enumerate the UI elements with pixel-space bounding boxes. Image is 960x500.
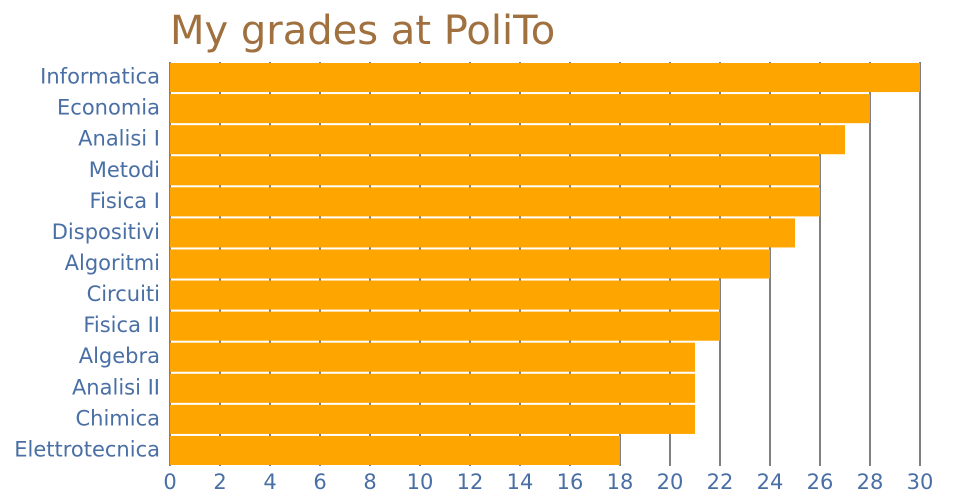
x-tick-label: 16 bbox=[557, 470, 584, 494]
x-tick-label: 24 bbox=[757, 470, 784, 494]
x-tick-label: 4 bbox=[263, 470, 276, 494]
x-tick-label: 26 bbox=[807, 470, 834, 494]
x-tick-label: 14 bbox=[507, 470, 534, 494]
x-tick-label: 22 bbox=[707, 470, 734, 494]
y-tick-label: Analisi I bbox=[78, 127, 160, 151]
bar bbox=[170, 125, 845, 155]
y-tick-label: Algoritmi bbox=[65, 251, 160, 275]
x-tick-label: 28 bbox=[857, 470, 884, 494]
y-tick-label: Dispositivi bbox=[52, 220, 160, 244]
x-tick-label: 12 bbox=[457, 470, 484, 494]
bar bbox=[170, 249, 770, 279]
bar bbox=[170, 435, 620, 465]
bar bbox=[170, 280, 720, 310]
y-tick-label: Economia bbox=[57, 96, 160, 120]
x-tick-label: 10 bbox=[407, 470, 434, 494]
y-tick-label: Elettrotecnica bbox=[14, 437, 160, 461]
y-tick-label: Informatica bbox=[40, 65, 160, 89]
bar bbox=[170, 63, 920, 93]
chart-title: My grades at PoliTo bbox=[170, 8, 555, 54]
y-tick-label: Circuiti bbox=[87, 282, 160, 306]
y-tick-label: Fisica I bbox=[90, 189, 160, 213]
bar bbox=[170, 342, 695, 372]
x-tick-label: 2 bbox=[213, 470, 226, 494]
y-tick-label: Metodi bbox=[89, 158, 160, 182]
bar bbox=[170, 156, 820, 186]
y-tick-label: Fisica II bbox=[83, 313, 160, 337]
bar bbox=[170, 311, 720, 341]
bar bbox=[170, 404, 695, 434]
x-tick-label: 6 bbox=[313, 470, 326, 494]
y-tick-label: Algebra bbox=[79, 344, 160, 368]
y-tick-label: Analisi II bbox=[72, 375, 160, 399]
x-tick-label: 18 bbox=[607, 470, 634, 494]
x-tick-label: 0 bbox=[163, 470, 176, 494]
y-tick-label: Chimica bbox=[75, 406, 160, 430]
x-tick-label: 30 bbox=[907, 470, 934, 494]
x-tick-label: 8 bbox=[363, 470, 376, 494]
bar bbox=[170, 187, 820, 217]
bar bbox=[170, 373, 695, 403]
bar bbox=[170, 94, 870, 124]
x-tick-label: 20 bbox=[657, 470, 684, 494]
bar bbox=[170, 218, 795, 248]
